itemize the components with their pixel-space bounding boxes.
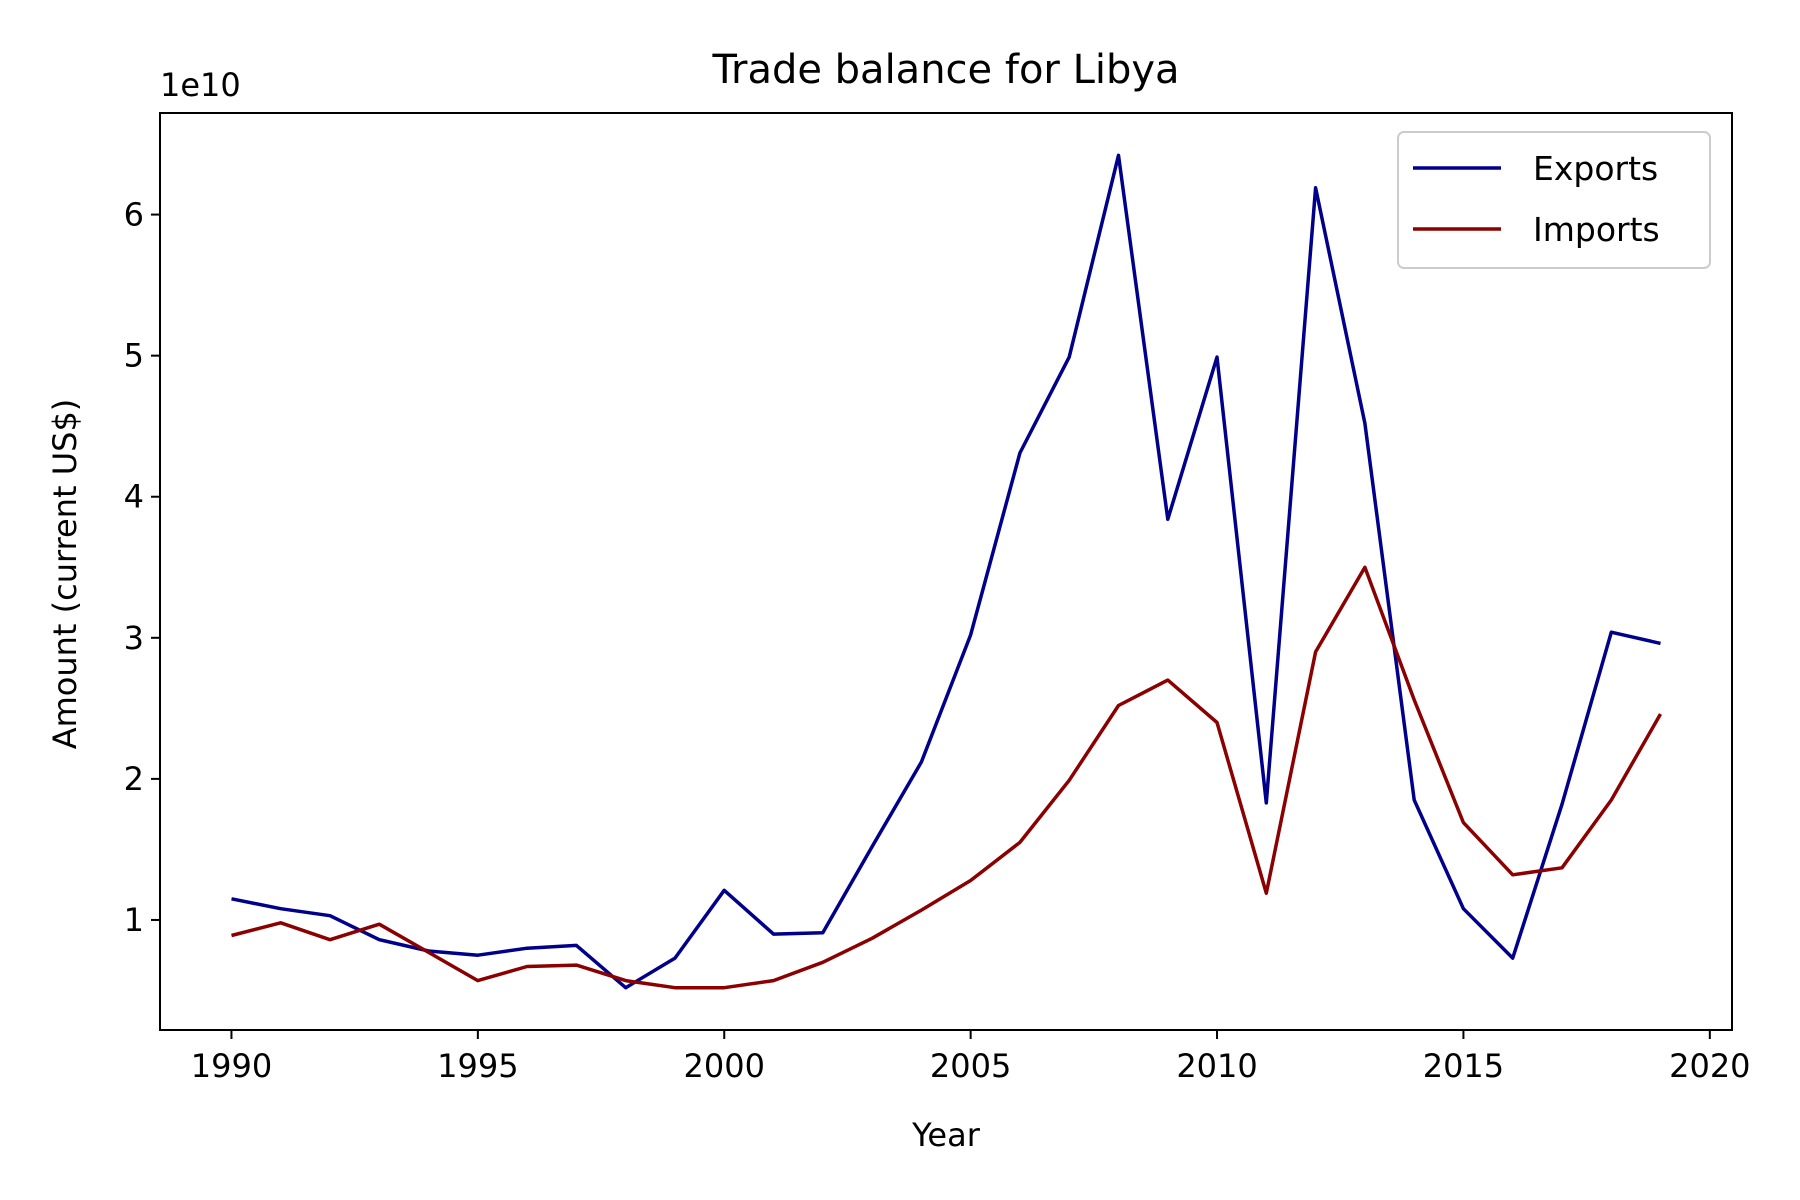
y-tick-label: 6 (124, 196, 144, 234)
y-tick-label: 4 (124, 478, 144, 516)
y-tick-label: 2 (124, 760, 144, 798)
x-axis-label: Year (911, 1116, 981, 1154)
x-tick-label: 1990 (191, 1047, 272, 1085)
y-tick-label: 1 (124, 901, 144, 939)
chart-title: Trade balance for Libya (711, 47, 1179, 93)
x-tick-label: 1995 (437, 1047, 518, 1085)
y-offset-label: 1e10 (160, 66, 241, 104)
y-tick-label: 5 (124, 337, 144, 375)
x-tick-label: 2005 (930, 1047, 1011, 1085)
y-tick-label: 3 (124, 619, 144, 657)
x-tick-label: 2000 (684, 1047, 765, 1085)
x-tick-label: 2015 (1423, 1047, 1504, 1085)
series-line-exports (231, 153, 1661, 990)
legend-label: Exports (1533, 149, 1658, 188)
series-line-imports (231, 565, 1663, 990)
x-tick-label: 2020 (1669, 1047, 1750, 1085)
y-axis-label: Amount (current US$) (46, 399, 84, 750)
legend: Exports Imports (1397, 131, 1711, 269)
plot-area: 1990 1995 2000 2005 2010 2015 2020 1 2 3 4 5 6 (124, 112, 1751, 1085)
x-tick-label: 2010 (1176, 1047, 1257, 1085)
legend-box (1397, 131, 1711, 269)
legend-label: Imports (1533, 210, 1660, 249)
axes-frame (159, 112, 1733, 1031)
